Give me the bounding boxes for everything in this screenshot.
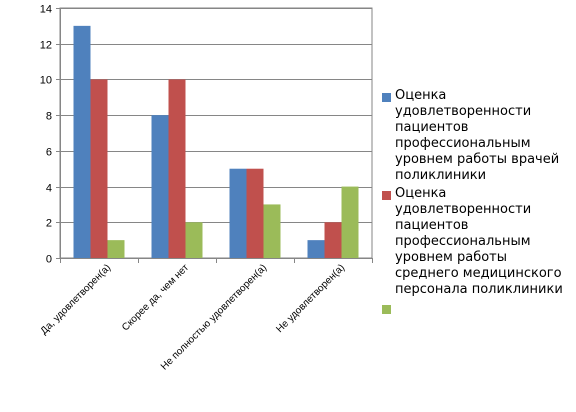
bar-2-2 bbox=[263, 204, 281, 258]
y-tick-label: 0 bbox=[46, 254, 52, 266]
legend-swatch-0 bbox=[382, 93, 391, 102]
category-label: Скорее да, чем нет bbox=[120, 262, 191, 333]
legend-swatch-2 bbox=[382, 305, 391, 314]
y-tick-label: 10 bbox=[40, 75, 52, 87]
bar-1-1 bbox=[168, 79, 186, 258]
grid-lines bbox=[60, 8, 372, 259]
legend-item-0: Оценка удовлетворенности пациентов профе… bbox=[382, 88, 572, 184]
legend-label-0: Оценка удовлетворенности пациентов профе… bbox=[395, 88, 560, 183]
y-tick-label: 14 bbox=[40, 4, 52, 16]
bar-0-2 bbox=[107, 240, 125, 258]
legend-item-1: Оценка удовлетворенности пациентов профе… bbox=[382, 186, 572, 298]
axes bbox=[56, 7, 373, 263]
bar-0-0 bbox=[73, 25, 91, 258]
category-label: Не удовлетворен(а) bbox=[274, 262, 347, 335]
bar-3-1 bbox=[324, 222, 342, 258]
category-labels: Да, удовлетворен(а) Скорее да, чем нет Не … bbox=[39, 262, 347, 372]
y-tick-label: 6 bbox=[46, 147, 52, 159]
legend-item-2 bbox=[382, 300, 572, 316]
y-tick-label: 2 bbox=[46, 218, 52, 230]
legend-label-1: Оценка удовлетворенности пациентов профе… bbox=[395, 186, 563, 297]
bar-2-0 bbox=[229, 168, 247, 258]
legend-swatch-1 bbox=[382, 191, 391, 200]
legend: Оценка удовлетворенности пациентов профе… bbox=[382, 88, 572, 318]
y-tick-labels: 0 2 4 6 8 10 12 14 bbox=[40, 4, 52, 266]
bar-1-0 bbox=[151, 115, 169, 259]
y-tick-label: 12 bbox=[40, 40, 52, 52]
bar-1-2 bbox=[185, 222, 203, 258]
y-tick-label: 8 bbox=[46, 111, 52, 123]
bar-3-0 bbox=[307, 240, 325, 258]
category-label: Да, удовлетворен(а) bbox=[39, 262, 113, 336]
bars bbox=[73, 25, 359, 259]
bar-0-1 bbox=[90, 79, 108, 258]
bar-3-2 bbox=[341, 186, 359, 258]
y-tick-label: 4 bbox=[46, 183, 52, 195]
bar-2-1 bbox=[246, 168, 264, 258]
